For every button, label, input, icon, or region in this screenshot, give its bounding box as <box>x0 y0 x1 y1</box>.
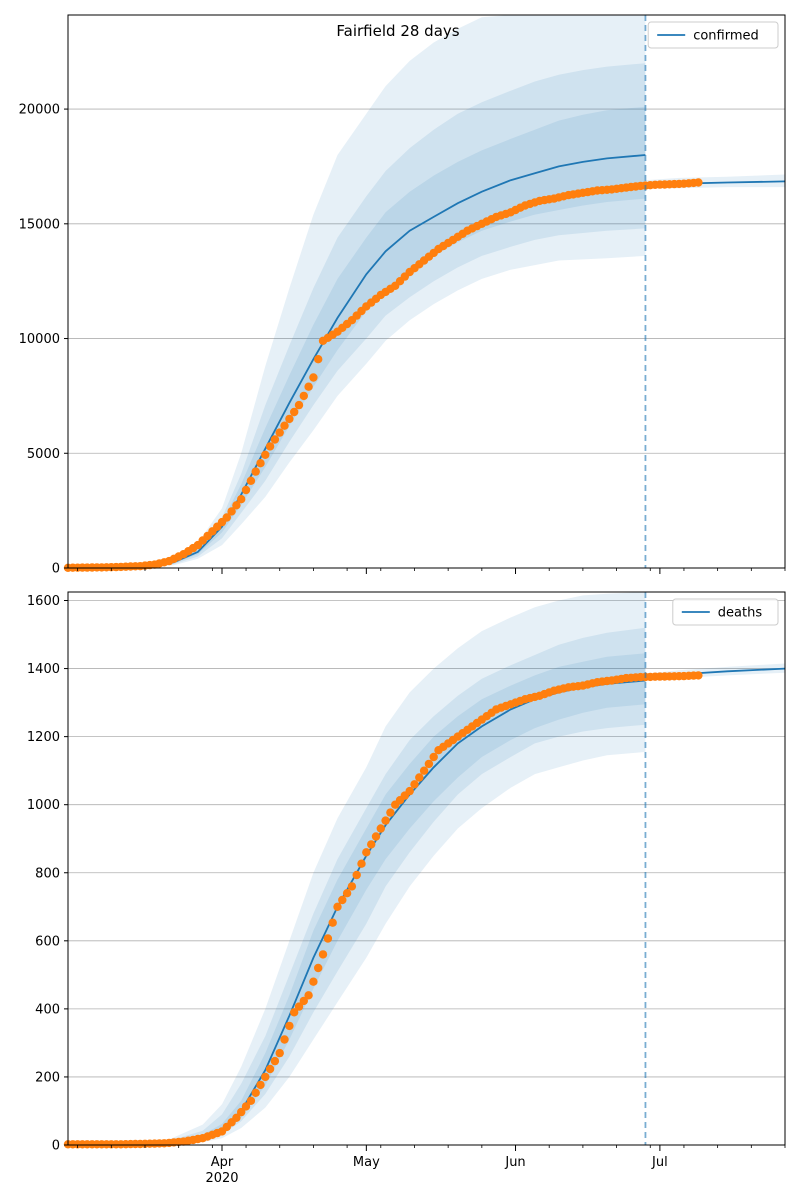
observed-point <box>265 1064 275 1074</box>
observed-point <box>275 1048 284 1058</box>
observed-point <box>367 840 376 849</box>
observed-point <box>275 428 284 437</box>
observed-point <box>270 1056 280 1066</box>
x-tick-label: Apr <box>211 1155 234 1170</box>
x-tick-label: Jun <box>504 1155 525 1170</box>
uncertainty-band <box>68 627 646 1145</box>
observed-point <box>314 355 323 364</box>
observed-point <box>371 832 381 841</box>
observed-point <box>246 1096 256 1106</box>
y-tick-label: 10000 <box>19 332 60 347</box>
observed-point <box>405 786 414 796</box>
observed-point <box>294 400 304 410</box>
observed-point <box>237 495 246 504</box>
observed-point <box>227 507 236 516</box>
x-tick-label: May <box>353 1155 380 1170</box>
observed-point <box>256 1080 265 1090</box>
observed-point <box>694 178 703 187</box>
uncertainty-band <box>68 106 646 569</box>
observed-point <box>232 501 241 510</box>
observed-point <box>347 882 357 891</box>
observed-point <box>290 1008 299 1017</box>
observed-point <box>285 414 294 424</box>
observed-point <box>265 442 275 451</box>
observed-point <box>342 889 352 898</box>
y-tick-label: 20000 <box>19 103 60 118</box>
observed-point <box>280 1035 289 1044</box>
observed-point <box>309 373 318 382</box>
observed-point <box>304 991 313 1000</box>
observed-point <box>241 1102 251 1111</box>
y-tick-label: 200 <box>35 1070 60 1085</box>
legend-label: deaths <box>718 606 763 621</box>
chart-title: Fairfield 28 days <box>336 22 459 40</box>
observed-point <box>241 485 251 495</box>
observed-point <box>386 808 395 817</box>
legend-box <box>647 21 779 49</box>
observed-point <box>299 391 308 401</box>
observed-point <box>304 382 313 391</box>
observed-point <box>424 759 434 769</box>
y-tick-label: 1600 <box>27 594 60 609</box>
y-tick-label: 600 <box>35 934 60 949</box>
observed-point <box>222 513 231 522</box>
uncertainty-band <box>68 15 646 568</box>
observed-point <box>357 859 366 868</box>
y-tick-label: 1400 <box>27 662 60 677</box>
observed-point <box>246 476 256 485</box>
x-tick-label: Jul <box>651 1155 668 1170</box>
observed-point <box>299 996 308 1006</box>
observed-point <box>251 467 260 476</box>
observed-point <box>309 977 318 986</box>
observed-point <box>376 824 385 833</box>
y-tick-label: 800 <box>35 866 60 881</box>
observed-point <box>261 450 270 459</box>
y-tick-label: 1000 <box>27 798 60 813</box>
y-tick-label: 0 <box>52 562 60 577</box>
observed-point <box>270 435 280 444</box>
observed-point <box>314 963 323 973</box>
plot-frame <box>67 14 786 569</box>
observed-point <box>318 950 328 959</box>
x-tick-sublabel: 2020 <box>205 1171 238 1186</box>
y-tick-label: 1200 <box>27 730 60 745</box>
observed-point <box>261 1072 270 1082</box>
observed-point <box>338 895 347 905</box>
y-tick-label: 400 <box>35 1002 60 1017</box>
plot-frame <box>67 591 786 1146</box>
observed-point <box>694 671 703 680</box>
observed-point <box>294 1002 304 1011</box>
y-tick-label: 5000 <box>27 447 60 462</box>
uncertainty-band <box>68 653 646 1145</box>
observed-point <box>256 459 265 468</box>
y-tick-label: 15000 <box>19 217 60 232</box>
legend-label: confirmed <box>693 29 759 44</box>
observed-point <box>285 1021 294 1031</box>
observed-point <box>352 870 361 880</box>
observed-point <box>280 421 289 430</box>
observed-point <box>237 1107 246 1117</box>
observed-point <box>410 780 419 789</box>
observed-point <box>251 1088 260 1098</box>
uncertainty-band <box>68 592 646 1145</box>
y-tick-label: 0 <box>52 1139 60 1154</box>
observed-point <box>362 848 371 857</box>
observed-point <box>328 918 337 927</box>
observed-point <box>381 816 390 825</box>
observed-point <box>419 766 429 775</box>
legend-box <box>672 598 779 626</box>
observed-point <box>290 407 299 417</box>
observed-point <box>333 902 342 911</box>
observed-point <box>415 773 424 782</box>
observed-point <box>323 934 333 943</box>
observed-point <box>429 752 438 762</box>
observed-point <box>232 1113 241 1123</box>
confirmed-panel: 0 5000 10000 15000 20000 Fairfield 28 days con… <box>19 14 786 577</box>
